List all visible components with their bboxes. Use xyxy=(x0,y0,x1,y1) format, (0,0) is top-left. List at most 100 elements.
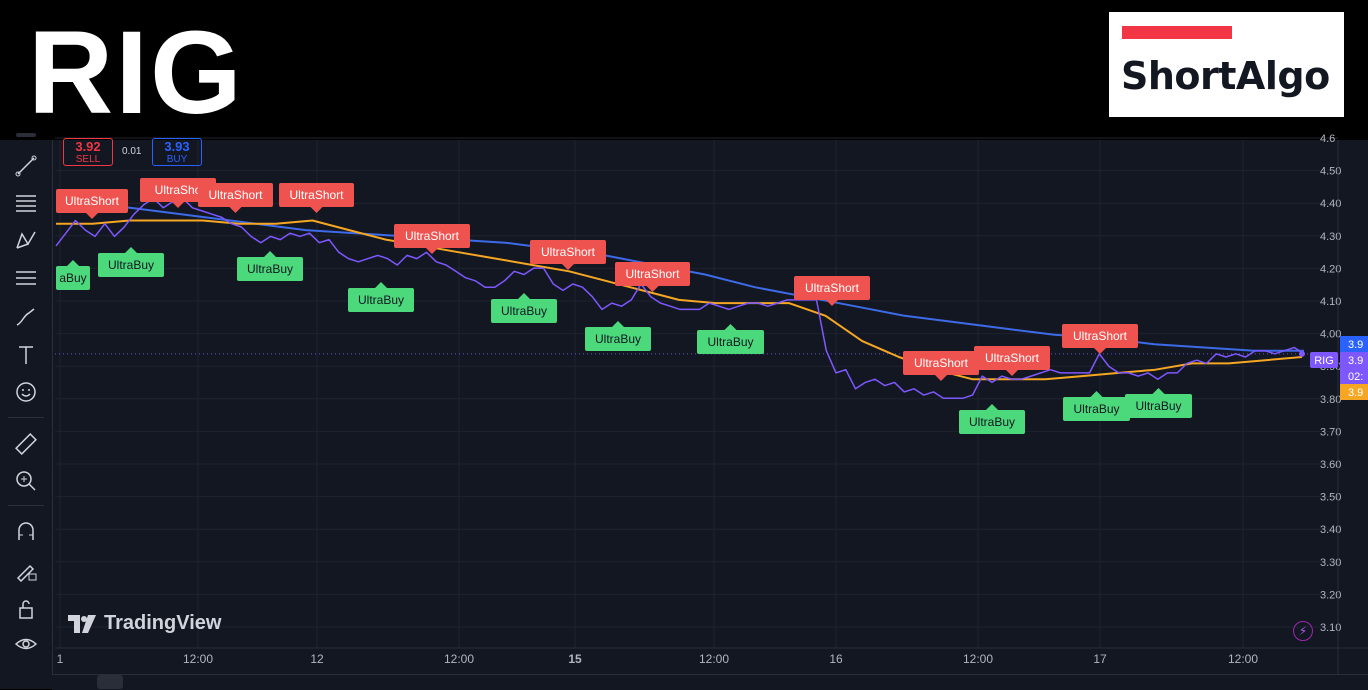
toolbar-separator xyxy=(8,505,44,506)
ultrashort-text: UltraShort xyxy=(541,245,596,259)
ultrashort-pointer xyxy=(1094,348,1106,354)
lightning-icon[interactable]: ⚡ xyxy=(1293,621,1313,641)
ultrashort-label xyxy=(198,183,273,207)
sell-button[interactable]: 3.92 SELL xyxy=(63,138,113,166)
ultrabuy-pointer xyxy=(264,251,276,257)
x-tick-label: 16 xyxy=(829,652,843,666)
ultrashort-text: UltraShort xyxy=(914,356,969,370)
ultrabuy-pointer xyxy=(518,293,530,299)
x-tick-label: 12:00 xyxy=(699,652,729,666)
sell-label: SELL xyxy=(75,154,101,165)
ultrabuy-text: UltraBuy xyxy=(358,293,404,307)
ultrashort-pointer xyxy=(86,213,98,219)
y-tick-label: 4.50 xyxy=(1320,166,1341,178)
y-tick-label: 4.6 xyxy=(1320,133,1335,145)
y-tick-label: 4.40 xyxy=(1320,198,1341,210)
x-tick-label: 15 xyxy=(568,652,582,666)
ultrabuy-pointer xyxy=(986,404,998,410)
ultrashort-label xyxy=(615,262,690,286)
magnet-icon[interactable] xyxy=(12,518,40,546)
toolbar-separator xyxy=(8,417,44,418)
ultrashort-label xyxy=(140,178,216,202)
ultrabuy-text: UltraBuy xyxy=(1135,399,1181,413)
period-selected[interactable] xyxy=(97,675,123,689)
y-tick-label: 4.00 xyxy=(1320,329,1341,341)
symbol-tag xyxy=(1310,352,1338,368)
x-tick-label: 12 xyxy=(310,652,324,666)
ultrabuy-text: UltraBuy xyxy=(969,415,1015,429)
buy-label: BUY xyxy=(166,154,188,165)
ultrashort-pointer xyxy=(935,375,947,381)
ultrabuy-label xyxy=(98,253,164,277)
ultrabuy-text: aBuy xyxy=(59,271,86,285)
left-toolbar xyxy=(0,133,53,689)
buy-button[interactable]: 3.93 BUY xyxy=(152,138,202,166)
brush-icon[interactable] xyxy=(12,303,40,331)
ultrashort-label xyxy=(794,276,870,300)
ultrashort-pointer xyxy=(426,248,438,254)
lock-drawing-icon[interactable] xyxy=(12,556,40,584)
ultrabuy-label xyxy=(348,288,414,312)
ultrashort-label xyxy=(1062,324,1138,348)
text-icon[interactable] xyxy=(12,341,40,369)
pattern-icon[interactable] xyxy=(12,226,40,254)
ultrashort-pointer xyxy=(826,300,838,306)
ultrashort-label xyxy=(903,351,979,375)
lock-icon[interactable] xyxy=(12,595,40,623)
ultrashort-text: UltraShort xyxy=(208,188,263,202)
price-axis-tag xyxy=(1340,384,1368,400)
shortalgo-logo: ShortAlgo xyxy=(1109,12,1344,117)
emoji-icon[interactable] xyxy=(12,378,40,406)
horizontal-lines-icon[interactable] xyxy=(12,189,40,217)
eye-icon[interactable] xyxy=(12,630,40,658)
ultrashort-text: UltraShort xyxy=(405,229,460,243)
ultrabuy-label xyxy=(697,330,764,354)
ultrabuy-pointer xyxy=(375,282,387,288)
ultrabuy-text: UltraBuy xyxy=(595,332,641,346)
bottom-bar xyxy=(52,674,1368,690)
ultrashort-pointer xyxy=(562,264,574,270)
ultrabuy-text: UltraBuy xyxy=(1073,402,1119,416)
y-tick-label: 3.20 xyxy=(1320,589,1341,601)
ultrabuy-pointer xyxy=(1152,388,1165,394)
ultrabuy-label xyxy=(237,257,303,281)
ultrabuy-label xyxy=(585,327,651,351)
sell-price: 3.92 xyxy=(75,139,101,154)
y-tick-label: 3.60 xyxy=(1320,459,1341,471)
ultrabuy-label xyxy=(1063,397,1130,421)
ultrashort-label xyxy=(56,189,128,213)
x-tick-label: 12:00 xyxy=(444,652,474,666)
ultrabuy-pointer xyxy=(724,324,737,330)
ma-fast-line xyxy=(56,219,1303,381)
price-line xyxy=(55,197,1305,400)
symbol-tag-text: RIG xyxy=(1314,355,1334,367)
ultrabuy-label xyxy=(56,266,90,290)
logo-text: ShortAlgo xyxy=(1121,54,1330,98)
buy-price: 3.93 xyxy=(164,139,190,154)
ultrabuy-text: UltraBuy xyxy=(501,304,547,318)
y-tick-label: 3.70 xyxy=(1320,426,1341,438)
trend-line-icon[interactable] xyxy=(12,152,40,180)
ultrashort-pointer xyxy=(310,207,323,213)
top-banner: RIG ShortAlgo xyxy=(0,0,1368,140)
price-axis-tag-text: 3.9 xyxy=(1348,387,1363,399)
ultrashort-text: UltraShort xyxy=(65,194,120,208)
ultrashort-text: UltraShort xyxy=(805,281,860,295)
crosshair-icon[interactable] xyxy=(12,133,40,150)
x-tick-label: 17 xyxy=(1093,652,1107,666)
y-tick-label: 3.80 xyxy=(1320,394,1341,406)
ultrashort-pointer xyxy=(646,286,659,292)
y-tick-label: 4.20 xyxy=(1320,263,1341,275)
ultrashort-label xyxy=(530,240,606,264)
price-axis-tag xyxy=(1340,368,1368,384)
tradingview-watermark: TradingView xyxy=(68,612,221,635)
ultrabuy-pointer xyxy=(125,247,137,253)
zoom-in-icon[interactable] xyxy=(12,467,40,495)
fib-icon[interactable] xyxy=(12,264,40,292)
price-axis-tag-text: 3.9 xyxy=(1348,355,1363,367)
ruler-icon[interactable] xyxy=(12,430,40,458)
price-axis-tag xyxy=(1340,336,1368,352)
price-axis-tag-text: 02: xyxy=(1348,371,1363,383)
ultrabuy-text: UltraBuy xyxy=(707,335,753,349)
